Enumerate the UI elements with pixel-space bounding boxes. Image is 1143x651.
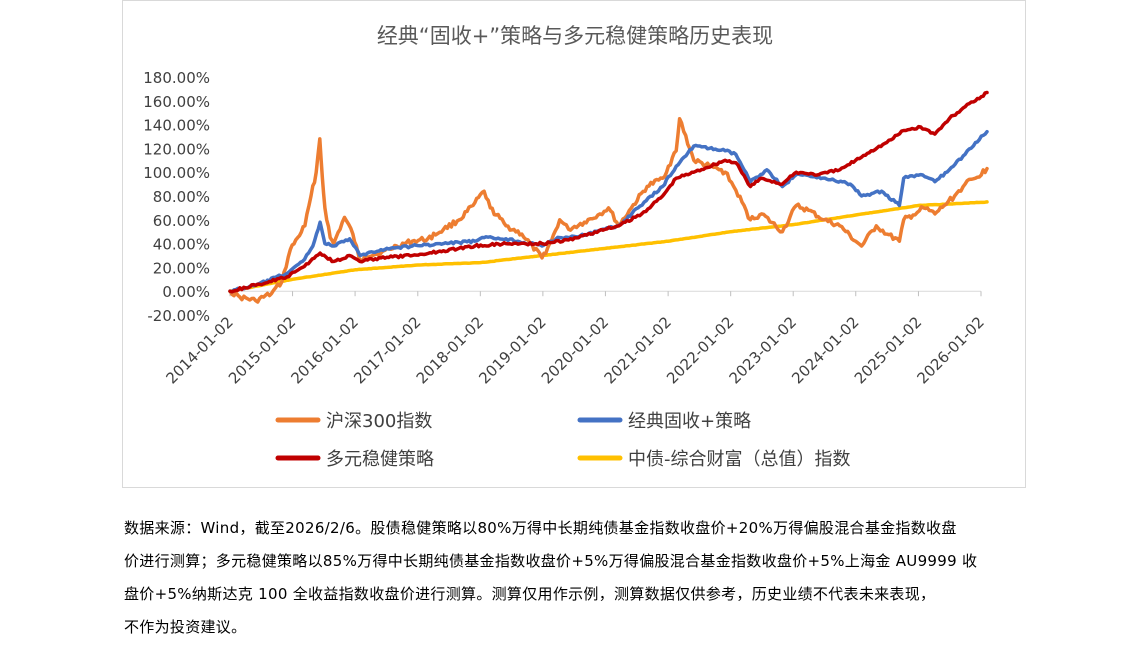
chart-title: 经典“固收+”策略与多元稳健策略历史表现 (377, 24, 773, 48)
source-note-line: 数据来源：Wind，截至2026/2/6。股债稳健策略以80%万得中长期纯债基金… (124, 519, 957, 537)
y-tick-label: 40.00% (153, 236, 210, 254)
y-tick-label: 160.00% (143, 93, 210, 111)
y-tick-label: 140.00% (143, 117, 210, 135)
chart-container: 经典“固收+”策略与多元稳健策略历史表现 180.00% 160.00% 140.0… (122, 0, 1026, 488)
legend-label: 经典固收+策略 (628, 411, 751, 432)
series-line (228, 200, 989, 293)
source-note-line: 不作为投资建议。 (124, 618, 247, 636)
legend-label: 多元稳健策略 (326, 449, 434, 470)
y-tick-label: 180.00% (143, 69, 210, 87)
y-tick-label: 120.00% (143, 140, 210, 158)
y-tick-label: 100.00% (143, 164, 210, 182)
y-tick-label: 20.00% (153, 259, 210, 277)
series-line (228, 90, 989, 294)
y-tick-label: 0.00% (162, 283, 210, 301)
source-note-line: 价进行测算；多元稳健策略以85%万得中长期纯债基金指数收盘价+5%万得偏股混合基… (124, 552, 978, 570)
source-note-line: 盘价+5%纳斯达克 100 全收益指数收盘价进行测算。测算仅用作示例，测算数据仅… (124, 585, 936, 603)
y-tick-label: 60.00% (153, 212, 210, 230)
y-tick-label: 80.00% (153, 188, 210, 206)
series-line (228, 116, 989, 304)
line-chart: 经典“固收+”策略与多元稳健策略历史表现 180.00% 160.00% 140.0… (143, 24, 989, 470)
legend-label: 中债-综合财富（总值）指数 (628, 449, 851, 470)
y-tick-label: -20.00% (147, 307, 210, 325)
legend-label: 沪深300指数 (326, 411, 432, 432)
x-tick-label: 2026-01-02 (913, 313, 987, 387)
source-note: 数据来源：Wind，截至2026/2/6。股债稳健策略以80%万得中长期纯债基金… (124, 512, 1036, 644)
